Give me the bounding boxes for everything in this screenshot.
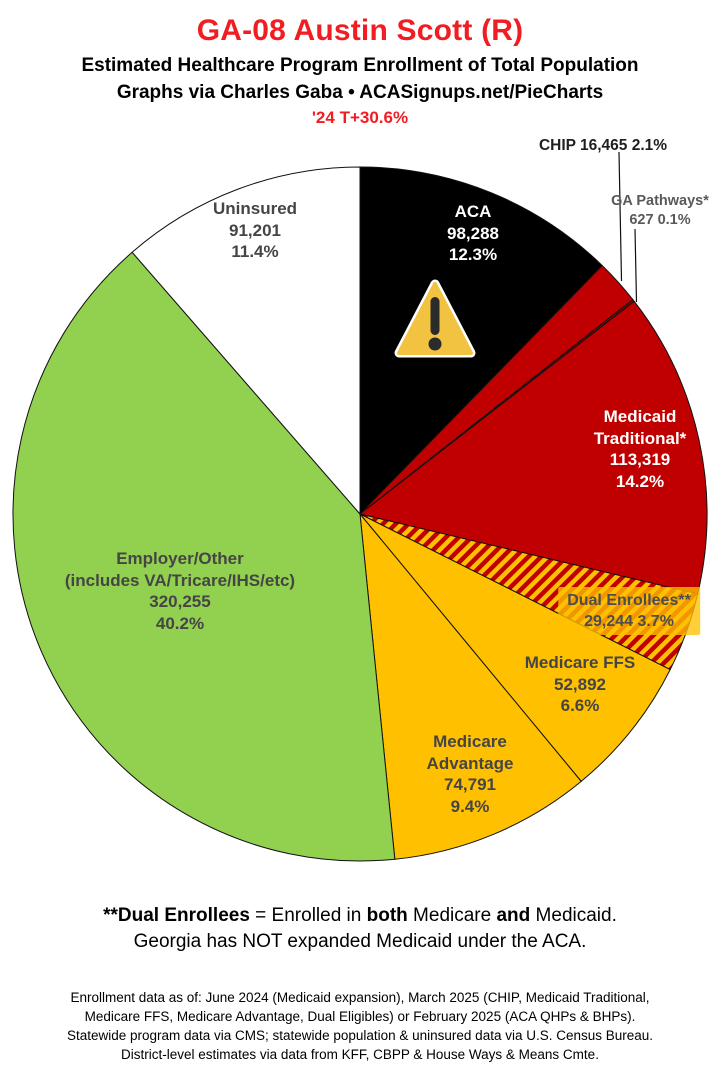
footnote-mid1: = Enrolled in — [249, 905, 367, 926]
pie-slice-aca — [359, 166, 603, 516]
footnote: **Dual Enrollees = Enrolled in both Medi… — [0, 903, 720, 955]
ga-pathways-leader-line — [634, 228, 638, 303]
footnote-bold1: both — [366, 905, 408, 926]
fine-print-line-2: Medicare FFS, Medicare Advantage, Dual E… — [84, 1009, 636, 1024]
callout-leader-lines — [618, 151, 638, 303]
footnote-line-1: **Dual Enrollees = Enrolled in both Medi… — [0, 903, 720, 929]
pie-slice-medicare-advantage — [359, 512, 582, 860]
footnote-line-2: Georgia has NOT expanded Medicaid under … — [133, 931, 587, 952]
slice-value: 74,791 — [443, 775, 496, 794]
fine-print-line-4: District-level estimates via data from K… — [121, 1047, 599, 1062]
slice-label-employer-other: Employer/Other (includes VA/Tricare/IHS/… — [65, 548, 295, 634]
slice-label-medicare-ffs: Medicare FFS 52,892 6.6% — [525, 652, 636, 717]
slice-name-2: (includes VA/Tricare/IHS/etc) — [64, 570, 296, 590]
slice-value: 113,319 — [609, 450, 671, 469]
slice-label-chip: CHIP 16,465 2.1% — [539, 135, 667, 157]
chip-leader-line — [618, 151, 623, 282]
slice-name: Medicare — [433, 732, 507, 751]
slice-label-dual-enrollees: Dual Enrollees** 29,244 3.7% — [558, 587, 700, 635]
slice-value: 52,892 — [553, 674, 606, 694]
pie-slice-medicare-ffs — [359, 513, 671, 783]
slice-label-aca: ACA 98,288 12.3% — [447, 201, 499, 266]
warning-exclamation-dot — [428, 337, 442, 351]
warning-exclamation-bar — [430, 297, 440, 335]
slice-label-medicaid-traditional: Medicaid Traditional* 113,319 14.2% — [594, 406, 687, 492]
slice-pct: 14.2% — [615, 471, 665, 491]
slice-name: Medicare FFS — [524, 653, 636, 672]
fine-print-line-3: Statewide program data via CMS; statewid… — [66, 1028, 654, 1043]
chart-subtitle: Estimated Healthcare Program Enrollment … — [81, 55, 639, 76]
slice-name: Employer/Other — [116, 549, 244, 568]
trend-note: '24 T+30.6% — [311, 108, 409, 127]
slice-value-pct: 29,244 3.7% — [584, 613, 674, 630]
slice-label-ga-pathways: GA Pathways* 627 0.1% — [611, 192, 709, 229]
slice-name: GA Pathways* — [611, 193, 709, 209]
slice-pct: 9.4% — [450, 796, 490, 816]
slice-pct: 40.2% — [155, 613, 205, 633]
slice-value: 320,255 — [149, 592, 211, 611]
fine-print: Enrollment data as of: June 2024 (Medica… — [0, 988, 720, 1064]
pie-slices — [12, 166, 708, 862]
slice-callout-text: CHIP 16,465 2.1% — [538, 137, 668, 154]
fine-print-line-1: Enrollment data as of: June 2024 (Medica… — [70, 990, 650, 1005]
footnote-dual-bold: **Dual Enrollees — [103, 905, 250, 926]
pie-slice-medicaid-traditional — [358, 300, 708, 595]
slice-value: 98,288 — [447, 223, 499, 243]
slice-label-medicare-advantage: Medicare Advantage 74,791 9.4% — [427, 731, 514, 817]
slice-name: Medicaid — [603, 407, 677, 426]
slice-name-2: Advantage — [426, 753, 514, 773]
page-title: GA-08 Austin Scott (R) — [196, 14, 524, 47]
slice-pct: 11.4% — [231, 242, 279, 261]
footnote-mid2: Medicare — [407, 905, 497, 926]
slice-value: 91,201 — [229, 220, 281, 240]
slice-label-uninsured: Uninsured 91,201 11.4% — [213, 198, 297, 263]
slice-pct: 6.6% — [560, 696, 600, 715]
footnote-bold2: and — [496, 905, 531, 926]
pie-slice-employer-other — [12, 251, 396, 862]
slice-name-2: Traditional* — [593, 428, 687, 448]
footnote-end1: Medicaid. — [530, 905, 617, 926]
slice-name: Uninsured — [212, 199, 298, 218]
warning-icon — [394, 279, 476, 358]
attribution-line: Graphs via Charles Gaba • ACASignups.net… — [116, 82, 604, 103]
slice-value-pct: 627 0.1% — [629, 211, 691, 228]
slice-pct: 12.3% — [448, 245, 498, 264]
pie-slice-uninsured — [131, 166, 361, 516]
slice-name: Dual Enrollees** — [567, 592, 691, 609]
slice-name: ACA — [454, 202, 492, 221]
